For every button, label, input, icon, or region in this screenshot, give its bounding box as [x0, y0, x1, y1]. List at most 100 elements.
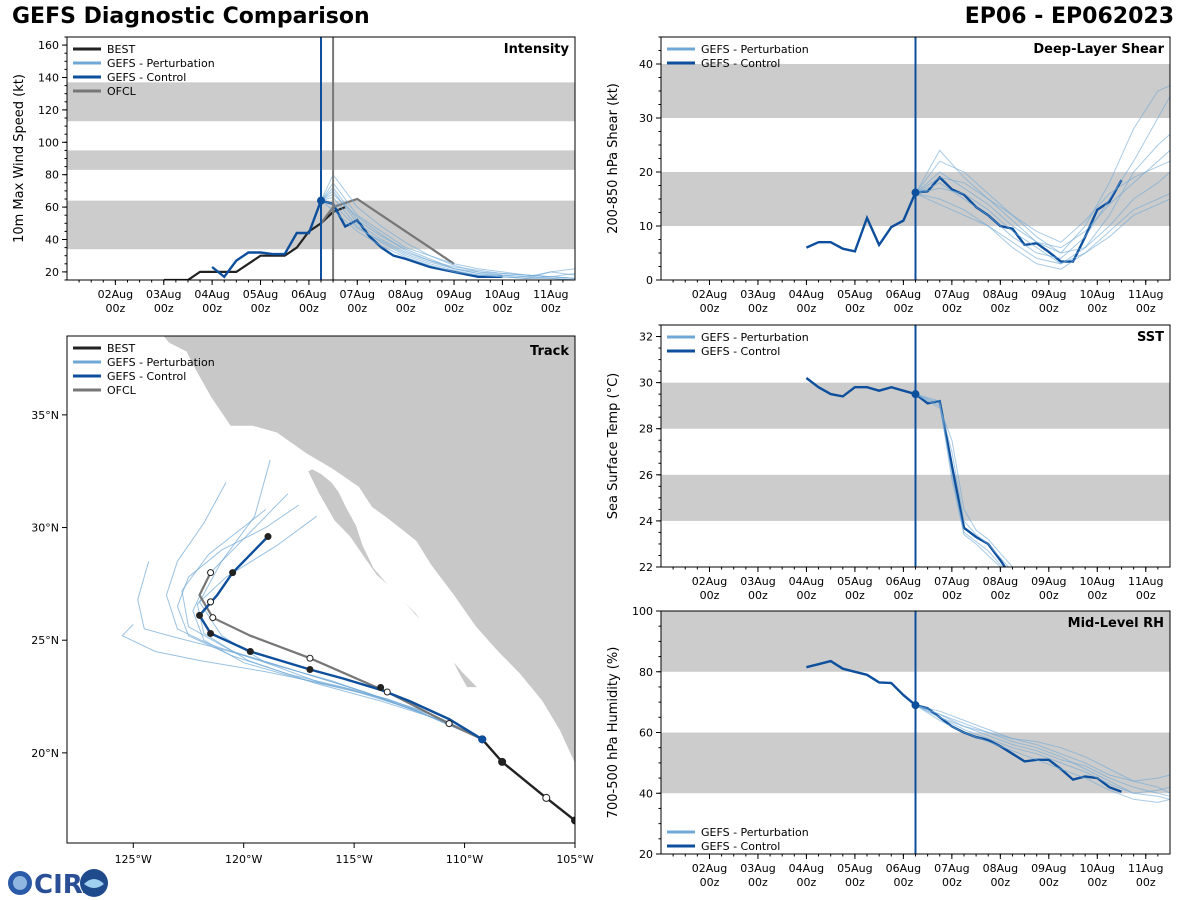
control-track-point — [264, 533, 272, 541]
x-tick-label: 05Aug — [837, 288, 872, 301]
best-track-point — [571, 816, 575, 825]
x-tick-label: 02Aug — [692, 575, 727, 588]
logo-globe-inner-icon — [13, 876, 27, 890]
y-tick-label: 20 — [639, 848, 653, 861]
legend-label: GEFS - Control — [107, 71, 186, 84]
x-tick-label: 03Aug — [146, 288, 181, 301]
ofcl-track-point — [383, 688, 391, 696]
x-tick-label-hour: 00z — [1039, 876, 1059, 889]
y-tick-label: 160 — [38, 39, 59, 52]
x-tick-label-hour: 00z — [1136, 876, 1156, 889]
x-tick-label-hour: 00z — [1087, 589, 1107, 602]
x-tick-label-hour: 00z — [845, 876, 865, 889]
y-tick-label: 24 — [639, 515, 653, 528]
y-tick-label: 20 — [45, 266, 59, 279]
y-tick-label: 30 — [639, 112, 653, 125]
x-tick-label-hour: 00z — [893, 302, 913, 315]
perturbation-line — [915, 160, 1170, 243]
cira-logo: CIRA — [8, 869, 108, 900]
legend-label: GEFS - Perturbation — [107, 57, 215, 70]
x-tick-label-hour: 00z — [990, 876, 1010, 889]
y-tick-label: 10 — [639, 220, 653, 233]
perturbation-line — [915, 393, 1002, 567]
x-tick-label: 08Aug — [983, 862, 1018, 875]
page-title: GEFS Diagnostic Comparison — [12, 4, 370, 29]
y-tick-label: 26 — [639, 469, 653, 482]
legend-label: GEFS - Perturbation — [701, 331, 809, 344]
legend-label: GEFS - Control — [701, 345, 780, 358]
x-tick-label: 06Aug — [886, 862, 921, 875]
plot-frame — [66, 335, 576, 844]
x-tick-label: 115°W — [335, 853, 372, 866]
x-tick-label: 02Aug — [692, 288, 727, 301]
shear-panel: 01020304002Aug00z03Aug00z04Aug00z05Aug00… — [606, 36, 1171, 315]
legend-label: GEFS - Control — [701, 57, 780, 70]
x-tick-label-hour: 00z — [845, 302, 865, 315]
y-tick-label: 25°N — [31, 634, 59, 647]
y-tick-label: 0 — [646, 274, 653, 287]
y-tick-label: 20 — [639, 166, 653, 179]
x-tick-label-hour: 00z — [251, 302, 271, 315]
x-tick-label: 07Aug — [934, 862, 969, 875]
sst-series — [805, 377, 1013, 567]
control-track-point — [196, 611, 204, 619]
sst-panel: 22242628303202Aug00z03Aug00z04Aug00z05Au… — [606, 324, 1171, 602]
panel-title: Deep-Layer Shear — [1033, 42, 1164, 57]
x-tick-label: 11Aug — [1128, 862, 1163, 875]
x-tick-label-hour: 00z — [942, 589, 962, 602]
perturbation-line — [915, 704, 1170, 794]
x-tick-label-hour: 00z — [202, 302, 222, 315]
x-tick-label: 07Aug — [340, 288, 375, 301]
legend-label: GEFS - Perturbation — [701, 826, 809, 839]
x-tick-label: 09Aug — [1031, 862, 1066, 875]
rh-panel: 2040608010002Aug00z03Aug00z04Aug00z05Aug… — [606, 605, 1171, 889]
control-line — [805, 377, 1007, 567]
legend-label: BEST — [107, 43, 135, 56]
y-tick-label: 30°N — [31, 522, 59, 535]
x-tick-label: 125°W — [115, 853, 152, 866]
legend-label: GEFS - Perturbation — [701, 43, 809, 56]
perturbation-line — [915, 704, 1170, 803]
y-tick-label: 35°N — [31, 409, 59, 422]
x-tick-label: 09Aug — [1031, 575, 1066, 588]
x-tick-label-hour: 00z — [893, 876, 913, 889]
y-axis-label: 200-850 hPa Shear (kt) — [606, 83, 621, 234]
ofcl-track-point — [445, 720, 453, 728]
best-track-point — [542, 793, 551, 802]
y-tick-label: 80 — [639, 666, 653, 679]
land-polygon — [307, 468, 479, 688]
x-tick-label-hour: 00z — [700, 589, 720, 602]
x-tick-label: 03Aug — [740, 862, 775, 875]
x-tick-label-hour: 00z — [845, 589, 865, 602]
perturbation-line — [915, 704, 1170, 797]
y-tick-label: 40 — [639, 58, 653, 71]
x-tick-label-hour: 00z — [797, 589, 817, 602]
ofcl-track — [198, 572, 483, 741]
x-tick-label-hour: 00z — [748, 302, 768, 315]
x-tick-label-hour: 00z — [797, 302, 817, 315]
legend-label: OFCL — [107, 85, 137, 98]
x-tick-label-hour: 00z — [1136, 302, 1156, 315]
control-track-point — [207, 629, 215, 637]
x-tick-label: 120°W — [225, 853, 262, 866]
intensity-series — [163, 173, 575, 280]
ofcl-track-point — [207, 598, 215, 606]
panel-title: SST — [1137, 330, 1164, 345]
panel-title: Mid-Level RH — [1068, 616, 1164, 631]
y-tick-label: 60 — [45, 201, 59, 214]
logo-cloud-icon — [84, 879, 104, 888]
y-tick-label: 140 — [38, 72, 59, 85]
perturbation-line — [915, 150, 1170, 249]
y-tick-label: 28 — [639, 423, 653, 436]
intensity-panel: 2040608010012014016002Aug00z03Aug00z04Au… — [12, 36, 576, 315]
track-map-layers — [67, 336, 575, 843]
control-line — [805, 175, 1123, 263]
perturbation-line — [915, 704, 1170, 794]
legend-label: BEST — [107, 342, 135, 355]
perturbation-line — [320, 190, 575, 278]
x-tick-label: 10Aug — [1080, 575, 1115, 588]
x-tick-label-hour: 00z — [1039, 302, 1059, 315]
legend-label: GEFS - Perturbation — [107, 356, 215, 369]
x-tick-label: 10Aug — [1080, 862, 1115, 875]
perturbation-line — [915, 193, 1170, 270]
